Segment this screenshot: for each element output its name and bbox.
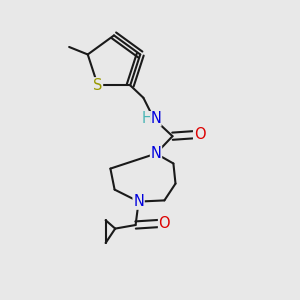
Text: H: H [142, 111, 153, 126]
Text: N: N [150, 111, 161, 126]
Text: N: N [133, 194, 144, 209]
Text: N: N [151, 146, 161, 161]
Text: O: O [194, 127, 205, 142]
Text: S: S [93, 78, 103, 93]
Text: O: O [159, 216, 170, 231]
